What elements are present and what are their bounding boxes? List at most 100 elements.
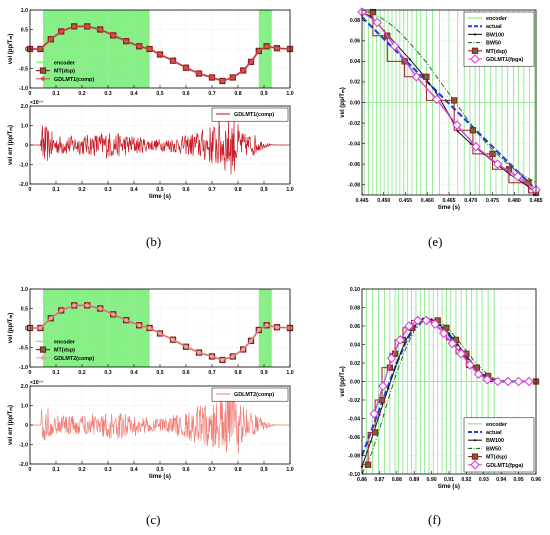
data-point xyxy=(372,17,383,28)
data-point xyxy=(220,78,225,83)
error-trace xyxy=(30,118,290,175)
data-point xyxy=(423,73,430,80)
series-line xyxy=(30,25,291,83)
data-point xyxy=(264,44,269,49)
y-axis-label: vel (pp/Tₘ) xyxy=(8,34,14,64)
legend-label: MT(dsp) xyxy=(54,348,75,354)
data-point xyxy=(408,58,411,61)
x-tick-label: 0.465 xyxy=(443,198,456,204)
x-tick-label: 0.470 xyxy=(464,198,477,204)
y-tick-label: -1.0 xyxy=(19,86,28,92)
legend-label: GDLMT1(comp) xyxy=(54,77,94,83)
legend-label: encoder xyxy=(486,422,508,428)
x-tick-label: 0.89 xyxy=(409,477,419,483)
data-point xyxy=(98,306,103,311)
x-tick-label: 0.475 xyxy=(486,198,499,204)
data-point xyxy=(447,332,451,335)
x-tick-label: 0.1 xyxy=(52,370,59,376)
data-point xyxy=(241,68,246,73)
data-point xyxy=(48,37,53,42)
y-tick-label: 0.10 xyxy=(350,287,360,293)
data-point xyxy=(401,58,408,65)
data-point xyxy=(275,46,279,51)
x-tick-label: 0.88 xyxy=(392,477,402,483)
x-tick-label: 0.8 xyxy=(234,187,241,193)
x-tick-label: 0.7 xyxy=(208,467,215,473)
x-tick-label: 0.3 xyxy=(104,467,111,473)
y-tick-label: 0.04 xyxy=(350,342,360,348)
series-gdlmt2-comp- xyxy=(28,303,292,362)
plot-b-top: -1.0 -0.5 0 0.5 1.0 0 0.1 0.2 0.3 0.4 0.5 0.6 0.7 0.8… xyxy=(8,8,294,97)
data-point xyxy=(197,350,201,355)
x-tick-label: 0.95 xyxy=(514,477,524,483)
y-tick-label: 1.0 xyxy=(21,123,28,129)
data-point xyxy=(38,47,43,51)
data-point xyxy=(85,24,90,29)
data-point xyxy=(489,150,496,158)
series-gdlmt1-comp- xyxy=(28,24,292,83)
data-point xyxy=(404,321,414,331)
legend-label: encoder xyxy=(54,339,76,345)
data-point xyxy=(48,316,53,321)
series-bw50 xyxy=(361,318,537,475)
x-tick-label: 0.90 xyxy=(427,477,437,483)
series-bw50 xyxy=(361,9,537,184)
data-point xyxy=(369,8,377,16)
legend-label: encoder xyxy=(54,60,76,66)
x-tick-label: 0.2 xyxy=(78,370,85,376)
data-point xyxy=(184,344,188,349)
data-point xyxy=(210,354,214,359)
x-tick-label: 0.87 xyxy=(374,477,384,483)
data-point xyxy=(249,59,253,64)
data-point xyxy=(124,318,129,323)
legend-box xyxy=(211,387,289,402)
data-point xyxy=(473,369,484,379)
y-tick-label: -0.04 xyxy=(348,416,360,422)
x-tick-label: 0.3 xyxy=(104,91,111,97)
y-tick-label: 2.0 xyxy=(21,384,28,390)
y-tick-label: -2.0 xyxy=(19,462,28,468)
x-tick-label: 0.9 xyxy=(260,91,267,97)
legend-label: encoder xyxy=(486,16,508,22)
x-tick-label: 1.0 xyxy=(286,370,293,376)
x-tick-label: 0.6 xyxy=(182,187,189,193)
x-tick-label: 0.1 xyxy=(52,467,59,473)
y-axis-label: vel err (pp/Tₘ) xyxy=(8,405,14,445)
y-axis-label: vel (pp/Tₘ) xyxy=(340,366,346,396)
x-tick-label: 1.0 xyxy=(286,91,293,97)
data-point xyxy=(432,94,442,105)
data-point xyxy=(59,308,64,313)
caption-b: (b) xyxy=(146,234,162,249)
x-tick-label: 0.2 xyxy=(78,467,85,473)
data-point xyxy=(503,376,513,387)
legend-label: BW100 xyxy=(486,438,504,444)
legend-label: MT(dsp) xyxy=(54,69,75,75)
data-point xyxy=(38,326,43,330)
x-tick-label: 0 xyxy=(29,187,32,193)
data-point xyxy=(421,315,432,326)
x-tick-label: 0.1 xyxy=(52,91,59,97)
x-tick-label: 0.480 xyxy=(508,198,521,204)
x-tick-label: 0.6 xyxy=(182,91,189,97)
x-tick-label: 0.5 xyxy=(156,187,163,193)
y-tick-label: 0.08 xyxy=(350,305,360,311)
series-gdlmt1-fpga- xyxy=(357,7,541,195)
x-tick-label: 0.5 xyxy=(156,467,163,473)
data-point xyxy=(230,354,235,359)
data-point xyxy=(147,47,152,51)
x-tick-label: 0.485 xyxy=(530,198,543,204)
y-tick-label: -0.06 xyxy=(348,162,360,168)
legend-box xyxy=(211,107,289,122)
legend-swatch-marker xyxy=(473,439,477,442)
y-tick-label: -1.0 xyxy=(19,162,28,168)
y-tick-label: -0.10 xyxy=(348,472,360,478)
caption-c: (c) xyxy=(146,512,161,527)
data-point xyxy=(184,65,188,70)
plot-e: -0.08 -0.06 -0.04 -0.02 0.00 0.02 0.04 0.06 0.08… xyxy=(340,7,543,211)
x-tick-label: 0.9 xyxy=(260,370,267,376)
data-point xyxy=(492,159,503,169)
x-tick-label: 0.7 xyxy=(208,187,215,193)
legend: encoder MT(dsp) GDLMT2(comp) xyxy=(36,339,94,362)
y-tick-label: 0.5 xyxy=(21,306,28,312)
series-line xyxy=(361,9,537,184)
